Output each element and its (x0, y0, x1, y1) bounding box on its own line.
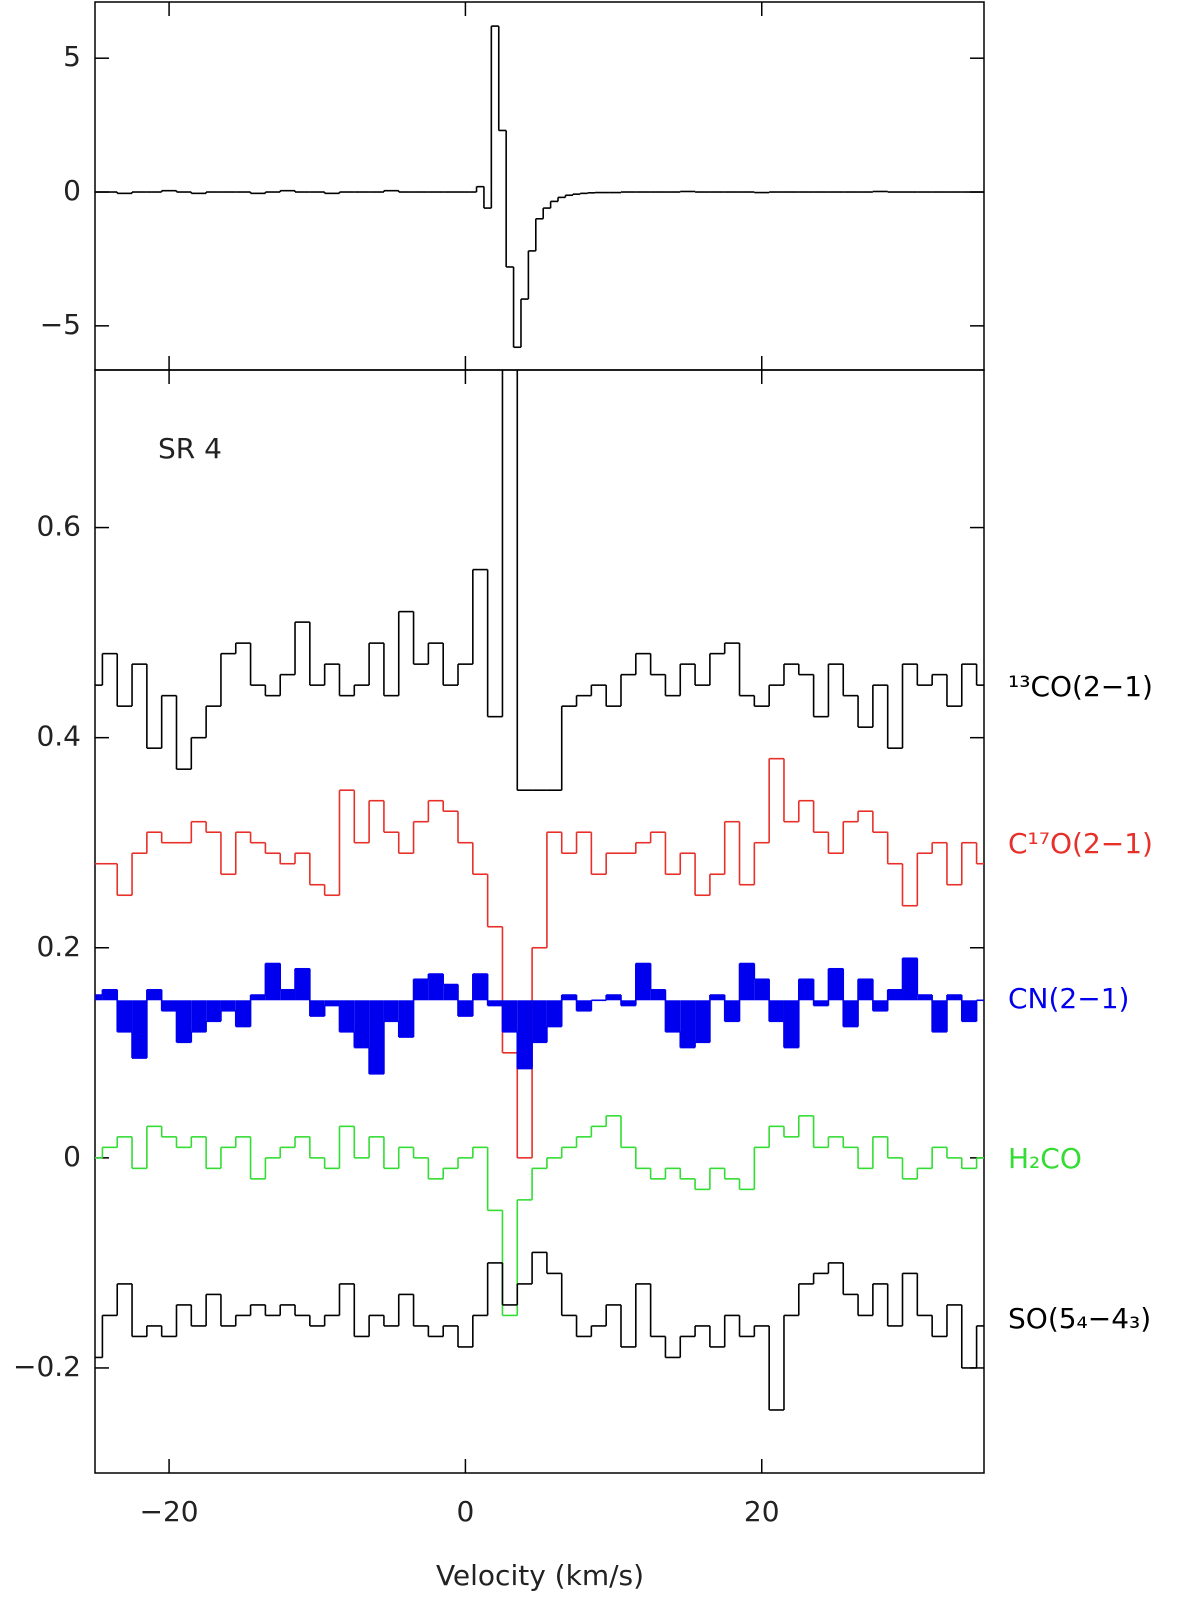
fill-bar (398, 1000, 414, 1038)
annotation: SR 4 (158, 432, 222, 465)
fill-bar (858, 979, 873, 1001)
step-connector (101, 1252, 978, 1410)
series-label: H₂CO (1008, 1142, 1082, 1175)
fill-bar (872, 1000, 888, 1011)
plot-area (95, 25, 984, 349)
fill-bar (191, 1000, 207, 1032)
fill-bar (946, 995, 962, 1001)
fill-bar (443, 984, 459, 1001)
series (95, 25, 984, 349)
fill-bar (783, 1000, 799, 1048)
fill-bar (132, 1000, 147, 1059)
series-label: ¹³CO(2−1) (1008, 670, 1153, 703)
fill-bar (576, 1000, 592, 1011)
fill-bar (206, 1000, 221, 1022)
fill-bar (95, 995, 103, 1001)
series (95, 1115, 984, 1317)
fill-bar (754, 979, 770, 1001)
plot-frame (94, 1, 985, 371)
series (95, 757, 984, 1159)
fill-bar (428, 974, 444, 1001)
step-connector (116, 26, 889, 348)
fill-bar (695, 1000, 710, 1043)
fill-bar (265, 963, 281, 1001)
series-label: C¹⁷O(2−1) (1008, 827, 1153, 860)
fill-bar (606, 995, 621, 1001)
fill-bar (235, 1000, 251, 1027)
fill-bar (295, 968, 310, 1001)
y-tick-label: 0 (63, 174, 81, 207)
step-connector (101, 370, 978, 791)
y-tick-label: 5 (63, 40, 81, 73)
fill-bar (769, 1000, 784, 1022)
fill-bar (709, 995, 725, 1001)
fill-bar (354, 1000, 370, 1048)
fill-bar (220, 1000, 236, 1011)
fill-bar (680, 1000, 696, 1048)
series-label: SO(5₄−4₃) (1008, 1302, 1151, 1335)
fill-bar (902, 958, 918, 1001)
fill-bar (383, 1000, 399, 1022)
fill-bar (650, 989, 666, 1001)
plot-area (95, 370, 984, 1411)
fill-bar (458, 1000, 473, 1017)
fill-bar (517, 1000, 533, 1069)
fill-bar (324, 1000, 340, 1006)
x-tick-label: −20 (140, 1495, 199, 1528)
fill-bar (280, 989, 296, 1001)
series-label: CN(2−1) (1008, 982, 1129, 1015)
fill-bar (102, 989, 118, 1001)
step-connector (116, 758, 978, 1158)
fill-bar (413, 979, 429, 1001)
fill-bar (917, 995, 933, 1001)
fill-bar (561, 995, 577, 1001)
fill-bar (546, 1000, 562, 1027)
fill-bar (665, 1000, 681, 1032)
x-axis-label: Velocity (km/s) (436, 1559, 644, 1592)
fill-bar (739, 963, 755, 1001)
fill-bar (724, 1000, 740, 1022)
fill-bar (961, 1000, 977, 1022)
fill-bar (932, 1000, 947, 1032)
y-tick-label: 0.6 (36, 510, 81, 543)
x-tick-label: 0 (457, 1495, 475, 1528)
fill-bar (635, 963, 651, 1001)
fill-bar (532, 1000, 547, 1043)
series (95, 957, 984, 1075)
series (95, 1251, 984, 1411)
fill-bar (620, 1000, 636, 1006)
y-tick-label: −0.2 (13, 1350, 81, 1383)
fill-bar (369, 1000, 384, 1074)
step-connector (101, 958, 978, 1074)
fill-bar (250, 995, 266, 1001)
fill-bar (161, 1000, 177, 1011)
y-tick-label: 0.4 (36, 720, 81, 753)
y-tick-label: 0 (63, 1140, 81, 1173)
fill-bar (487, 1000, 503, 1006)
fill-bar (176, 1000, 192, 1043)
fill-bar (309, 1000, 325, 1017)
fill-bar (813, 1000, 829, 1006)
fill-bar (843, 1000, 859, 1027)
fill-bar (117, 1000, 133, 1032)
fill-bar (798, 979, 814, 1001)
fill-bar (339, 1000, 355, 1032)
series (95, 370, 984, 791)
plot-frame (94, 369, 985, 1474)
y-tick-label: 0.2 (36, 930, 81, 963)
fill-bar (146, 989, 162, 1001)
fill-bar (502, 1000, 518, 1032)
fill-bar (472, 974, 488, 1001)
fill-bar (828, 968, 844, 1001)
fill-bar (887, 989, 903, 1001)
y-tick-label: −5 (40, 308, 81, 341)
x-tick-label: 20 (744, 1495, 780, 1528)
step-connector (101, 1115, 978, 1316)
